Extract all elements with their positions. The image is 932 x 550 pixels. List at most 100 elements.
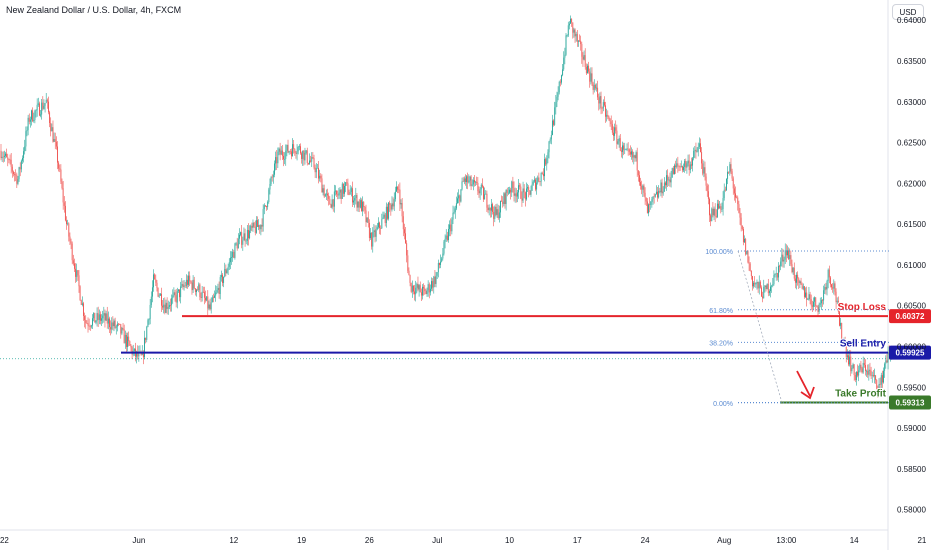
candle-body [199, 284, 201, 297]
candle [790, 250, 792, 267]
candle [488, 204, 490, 216]
candle [469, 175, 471, 187]
candle-body [663, 182, 665, 192]
candle [483, 185, 484, 202]
candle [2, 151, 4, 163]
candle-body [574, 29, 576, 37]
candle-body [209, 304, 211, 310]
candle-body [407, 255, 409, 271]
candle-body [38, 103, 40, 116]
fib-label: 61.80% [709, 308, 733, 315]
candle-body [848, 355, 849, 365]
candle-body [688, 160, 690, 171]
candle [653, 193, 655, 204]
candle-body [575, 33, 577, 37]
candle [436, 272, 438, 279]
candle [446, 231, 448, 242]
candle-body [215, 292, 217, 296]
candle [339, 187, 341, 199]
candle [182, 280, 184, 290]
candle-body [138, 351, 140, 357]
candle [205, 290, 206, 303]
candle [197, 286, 199, 291]
candle [463, 176, 465, 185]
candle [77, 270, 79, 281]
candle-body [839, 311, 840, 326]
candle-body [379, 222, 380, 229]
candle [460, 189, 462, 203]
candle-body [698, 143, 700, 147]
candle [704, 161, 706, 181]
candle [269, 178, 271, 195]
candle [338, 187, 340, 200]
time-axis[interactable]: 22 Jun 12 19 26 Jul 10 17 24 Aug 13:00 14 21 [0, 536, 927, 545]
candle-body [749, 263, 751, 271]
candle [729, 161, 731, 176]
candle [212, 293, 214, 303]
candle-body [262, 209, 264, 227]
candle [29, 116, 31, 128]
candle [713, 206, 715, 221]
candle [502, 196, 504, 208]
candle [806, 286, 808, 307]
candle [415, 280, 417, 302]
candle [672, 165, 674, 175]
candle [49, 110, 51, 128]
candle [344, 181, 345, 197]
candle-body [428, 284, 430, 293]
candle [832, 283, 834, 293]
candle [397, 186, 399, 194]
candle [712, 202, 714, 218]
candle [382, 211, 384, 220]
candle-body [753, 282, 755, 287]
candle [261, 218, 263, 232]
candle [772, 277, 774, 288]
candle-body [410, 282, 412, 292]
candle-body [397, 186, 399, 190]
candle [541, 171, 543, 175]
candle-body [220, 274, 222, 278]
candle [84, 312, 86, 328]
price-axis[interactable]: 0.640000.635000.630000.625000.620000.615… [897, 16, 926, 514]
candle [479, 187, 481, 200]
candle [96, 307, 98, 327]
candle [300, 143, 301, 155]
candle [448, 224, 449, 243]
candle [42, 96, 44, 111]
candle [257, 216, 258, 227]
candle-body [459, 195, 461, 202]
fib-label: 0.00% [713, 401, 733, 408]
candle [540, 171, 542, 187]
candle-body [584, 55, 586, 68]
candle [592, 81, 594, 95]
candle [840, 317, 842, 330]
candle-body [43, 105, 45, 109]
candle-body [387, 206, 388, 219]
candle-body [752, 276, 753, 287]
candle [710, 213, 712, 227]
candle [869, 362, 871, 377]
candle [606, 108, 608, 122]
candle [738, 200, 740, 214]
currency-button[interactable]: USD [892, 4, 924, 20]
candle [457, 192, 458, 204]
candle [493, 206, 495, 227]
candle [766, 283, 768, 290]
candle [584, 48, 586, 70]
candle-body [311, 157, 313, 162]
candle [823, 285, 825, 305]
candle-body [133, 348, 135, 351]
candle [765, 284, 767, 292]
candle-body [679, 166, 681, 168]
candle [816, 305, 818, 308]
candle [138, 345, 140, 362]
candle [28, 113, 30, 125]
candle-body [84, 315, 86, 321]
candle-body [540, 173, 542, 182]
candle [637, 170, 639, 182]
candle [624, 142, 626, 155]
candle-body [455, 203, 457, 209]
candle-body [770, 286, 771, 291]
candle-body [851, 368, 853, 372]
